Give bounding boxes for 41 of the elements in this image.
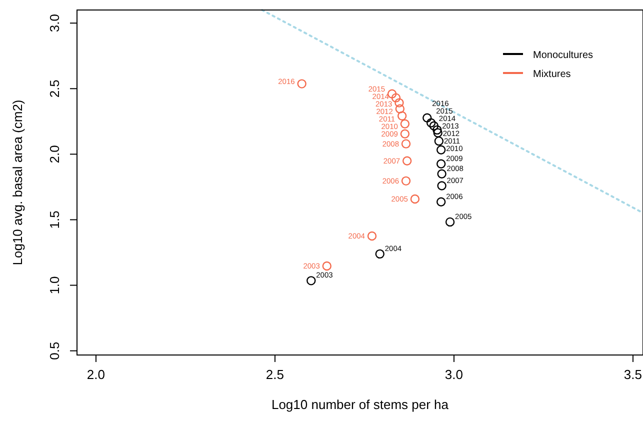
point bbox=[400, 119, 410, 129]
point bbox=[429, 121, 439, 130]
point bbox=[400, 129, 410, 138]
point bbox=[436, 159, 446, 168]
point bbox=[434, 136, 444, 146]
x-tick-label: 3.0 bbox=[444, 367, 464, 382]
point bbox=[426, 118, 436, 128]
x-tick-label: 2.5 bbox=[266, 367, 284, 382]
point bbox=[436, 197, 446, 206]
point bbox=[410, 194, 420, 204]
point bbox=[375, 249, 384, 259]
point bbox=[306, 276, 316, 286]
y-tick-label: 2.5 bbox=[47, 80, 62, 98]
legend-label: Monocultures bbox=[533, 50, 594, 61]
x-tick-label: 2.0 bbox=[86, 367, 106, 382]
y-tick-label: 0.5 bbox=[47, 342, 62, 360]
x-tick-label: 3.5 bbox=[624, 367, 642, 382]
point bbox=[297, 79, 306, 88]
point bbox=[436, 145, 446, 154]
point bbox=[394, 98, 404, 108]
point bbox=[395, 104, 405, 114]
point bbox=[445, 217, 455, 227]
point bbox=[367, 231, 377, 241]
point bbox=[402, 156, 412, 166]
point bbox=[433, 128, 442, 138]
point bbox=[397, 111, 407, 121]
y-tick-label: 1.5 bbox=[47, 210, 62, 229]
point bbox=[401, 139, 411, 148]
point bbox=[391, 93, 401, 102]
point bbox=[401, 176, 411, 186]
y-tick-label: 1.0 bbox=[47, 276, 62, 294]
point bbox=[432, 125, 442, 135]
x-axis-title: Log10 number of stems per ha bbox=[271, 397, 450, 412]
y-axis-title: Log10 avg. basal area (cm2) bbox=[10, 100, 25, 266]
point bbox=[437, 181, 446, 190]
y-tick-label: 3.0 bbox=[47, 14, 62, 32]
point bbox=[437, 169, 446, 178]
point bbox=[322, 261, 332, 271]
y-tick-label: 2.0 bbox=[47, 145, 62, 164]
point bbox=[422, 113, 432, 122]
legend-label: Mixtures bbox=[533, 69, 571, 80]
